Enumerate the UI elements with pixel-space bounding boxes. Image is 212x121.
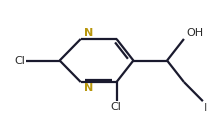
Text: OH: OH: [186, 28, 203, 38]
Text: I: I: [204, 103, 207, 113]
Text: N: N: [84, 83, 93, 93]
Text: N: N: [84, 28, 93, 38]
Text: Cl: Cl: [110, 102, 121, 112]
Text: Cl: Cl: [14, 56, 25, 65]
